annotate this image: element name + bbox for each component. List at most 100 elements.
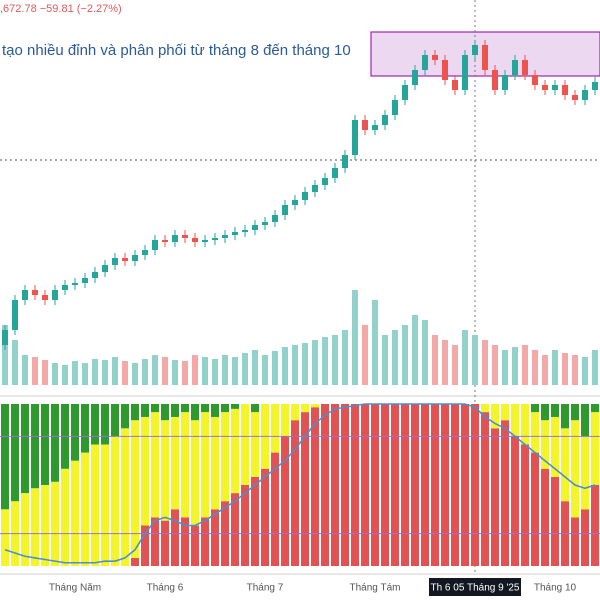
volume-bar [472, 335, 478, 385]
indicator-bar [91, 444, 99, 566]
volume-bar [342, 330, 348, 385]
indicator-bar [71, 460, 79, 566]
candle-body [582, 90, 588, 100]
indicator-bar [551, 416, 559, 477]
indicator-bar [71, 404, 79, 461]
volume-bar [32, 357, 38, 385]
volume-bar [422, 320, 428, 385]
candle-body [222, 235, 228, 238]
candle-body [292, 200, 298, 205]
indicator-bar [141, 525, 149, 566]
indicator-bar [571, 517, 579, 566]
volume-bar [202, 357, 208, 385]
indicator-bar [541, 404, 549, 421]
candle-body [332, 168, 338, 178]
indicator-bar [201, 517, 209, 566]
indicator-bar [141, 404, 149, 417]
indicator-bar [571, 420, 579, 518]
volume-bar [582, 357, 588, 385]
indicator-bar [381, 404, 389, 566]
candle-body [592, 82, 598, 90]
candle-body [262, 222, 268, 225]
indicator-bar [101, 404, 109, 445]
indicator-bar [131, 557, 139, 566]
candle-body [272, 215, 278, 222]
volume-bar [12, 340, 18, 385]
indicator-bar [91, 404, 99, 445]
indicator-bar [281, 436, 289, 566]
candle-body [72, 283, 78, 285]
candle-body [502, 75, 508, 90]
indicator-bar [471, 404, 479, 566]
indicator-bar [31, 488, 39, 566]
price-header: ,672.78 −59.81 (−2.27%) [0, 3, 122, 15]
candle-body [92, 272, 98, 278]
x-tick-label: Tháng 10 [534, 583, 577, 594]
candle-body [572, 95, 578, 100]
volume-bar [102, 360, 108, 385]
candle-body [82, 278, 88, 283]
indicator-bar [351, 404, 359, 566]
indicator-bar [161, 404, 169, 421]
indicator-bar [41, 404, 49, 485]
candle-body [42, 295, 48, 300]
indicator-bar [301, 412, 309, 566]
volume-bar [532, 350, 538, 385]
indicator-bar [431, 404, 439, 566]
indicator-bar [511, 436, 519, 566]
candle-body [362, 120, 368, 130]
indicator-bar [481, 404, 489, 413]
indicator-bar [51, 481, 59, 566]
candle-body [132, 255, 138, 261]
indicator-bar [21, 493, 29, 566]
candle-body [102, 265, 108, 272]
candle-body [522, 60, 528, 75]
candle-body [382, 115, 388, 125]
indicator-bar [391, 404, 399, 566]
indicator-bar [191, 525, 199, 566]
candle-body [32, 290, 38, 295]
indicator-bar [161, 520, 169, 566]
indicator-bar [131, 420, 139, 558]
indicator-bar [591, 404, 599, 413]
candle-body [142, 250, 148, 255]
indicator-bar [441, 404, 449, 566]
indicator-bar [311, 407, 319, 566]
indicator-bar [181, 517, 189, 566]
indicator-bar [591, 412, 599, 485]
indicator-bar [291, 404, 299, 421]
indicator-bar [521, 444, 529, 566]
candle-body [532, 75, 538, 85]
indicator-bar [161, 420, 169, 521]
indicator-bar [111, 404, 119, 437]
volume-bar [2, 325, 8, 385]
candle-body [422, 55, 428, 70]
volume-bar [592, 350, 598, 385]
candle-body [202, 240, 208, 242]
x-tick-label: Tháng Tám [350, 583, 401, 594]
indicator-bar [561, 404, 569, 429]
indicator-bar [571, 404, 579, 421]
indicator-bar [401, 404, 409, 566]
volume-bar [362, 325, 368, 385]
volume-bar [152, 355, 158, 385]
candle-body [372, 125, 378, 130]
indicator-bar [151, 517, 159, 566]
indicator-bar [311, 404, 319, 408]
indicator-bar [551, 476, 559, 566]
volume-bar [52, 363, 58, 385]
annotation: tạo nhiều đỉnh và phân phối từ tháng 8 đ… [2, 42, 351, 59]
indicator-bar [21, 404, 29, 494]
indicator-bar [221, 404, 229, 413]
volume-bar [322, 337, 328, 385]
volume-bar [92, 359, 98, 385]
indicator-bar [181, 404, 189, 413]
candle-body [182, 235, 188, 238]
indicator-bar [271, 404, 279, 453]
indicator-bar [501, 420, 509, 566]
indicator-bar [211, 404, 219, 417]
candle-body [282, 205, 288, 215]
volume-bar [142, 359, 148, 385]
indicator-bar [361, 404, 369, 566]
volume-bar [62, 365, 68, 385]
